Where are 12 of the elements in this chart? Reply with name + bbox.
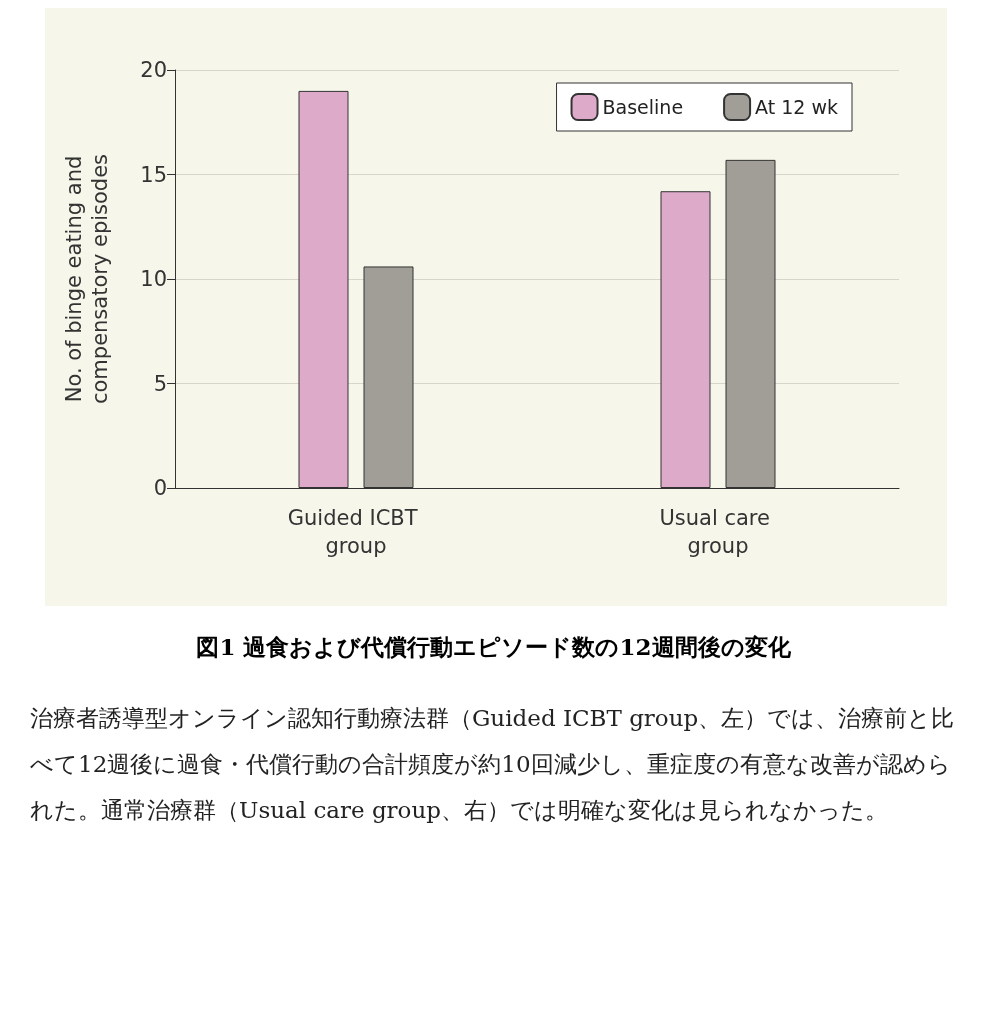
y-axis-title: No. of binge eating and compensatory episodes bbox=[62, 153, 112, 405]
legend-label: Baseline bbox=[602, 96, 684, 118]
x-tick-label: Usual care group bbox=[659, 506, 777, 558]
text: 治療者誘導型オンライン認知行動療法群（Guided ICBT group、左）では、治療前と比べて12週後に過食・代償行動の合計頻度が約10回減少し、重症度の有意な改善が認められた。通常治療群（Usual care group、右）では明確な変化は見られなかった。 bbox=[29, 704, 956, 825]
y-tick-label: 20 bbox=[140, 58, 167, 82]
x-tick-label: Guided ICBT group bbox=[287, 506, 425, 558]
text: 図1 過食および代償行動エピソード数の12週間後の変化 bbox=[195, 632, 792, 662]
y-tick-label: 15 bbox=[140, 162, 167, 187]
y-tick-label: 0 bbox=[153, 476, 167, 500]
legend-label: At 12 wk bbox=[755, 96, 839, 118]
y-tick-label: 10 bbox=[140, 267, 167, 291]
y-tick-label: 5 bbox=[153, 371, 167, 396]
